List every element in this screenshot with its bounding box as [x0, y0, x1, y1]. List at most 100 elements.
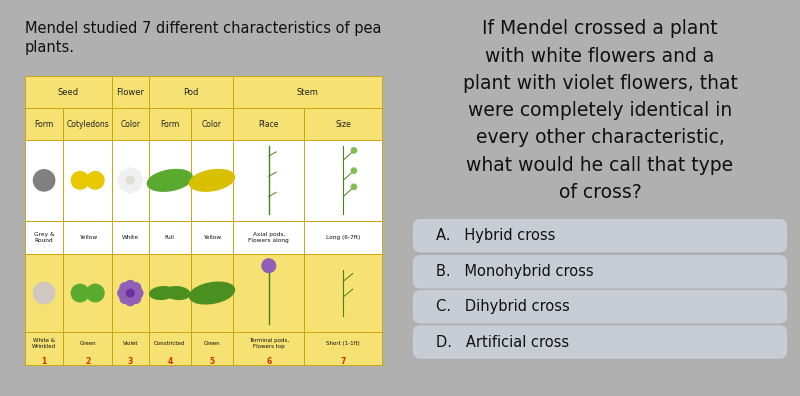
FancyBboxPatch shape: [149, 254, 191, 332]
Ellipse shape: [351, 168, 357, 173]
FancyBboxPatch shape: [233, 76, 382, 108]
Text: Green: Green: [79, 341, 96, 346]
Text: 2: 2: [85, 357, 90, 366]
FancyBboxPatch shape: [149, 108, 191, 140]
FancyBboxPatch shape: [191, 332, 233, 365]
Ellipse shape: [130, 283, 141, 293]
Ellipse shape: [150, 287, 174, 299]
FancyBboxPatch shape: [63, 140, 112, 221]
Text: Form: Form: [34, 120, 54, 129]
FancyBboxPatch shape: [305, 108, 382, 140]
Ellipse shape: [165, 287, 190, 299]
Text: Seed: Seed: [58, 88, 79, 97]
FancyBboxPatch shape: [149, 221, 191, 254]
FancyBboxPatch shape: [233, 108, 305, 140]
FancyBboxPatch shape: [112, 221, 149, 254]
FancyBboxPatch shape: [63, 108, 112, 140]
FancyBboxPatch shape: [305, 254, 382, 332]
FancyBboxPatch shape: [112, 332, 149, 365]
Ellipse shape: [126, 296, 135, 306]
Text: 5: 5: [210, 357, 214, 366]
Ellipse shape: [34, 282, 54, 304]
FancyBboxPatch shape: [305, 221, 382, 254]
Text: 3: 3: [128, 357, 133, 366]
Ellipse shape: [130, 170, 141, 180]
FancyBboxPatch shape: [25, 108, 63, 140]
Ellipse shape: [126, 289, 134, 297]
FancyBboxPatch shape: [63, 221, 112, 254]
Text: Color: Color: [120, 120, 140, 129]
FancyBboxPatch shape: [413, 326, 787, 359]
FancyBboxPatch shape: [305, 140, 382, 221]
Ellipse shape: [147, 169, 192, 191]
FancyBboxPatch shape: [25, 332, 63, 365]
Ellipse shape: [133, 175, 143, 185]
FancyBboxPatch shape: [112, 108, 149, 140]
Ellipse shape: [277, 166, 283, 173]
FancyBboxPatch shape: [25, 221, 63, 254]
Ellipse shape: [126, 280, 135, 290]
Text: Stem: Stem: [297, 88, 318, 97]
Ellipse shape: [351, 148, 357, 153]
Text: Yellow: Yellow: [78, 235, 97, 240]
Text: Pod: Pod: [183, 88, 198, 97]
FancyBboxPatch shape: [149, 140, 191, 221]
Text: C.   Dihybrid cross: C. Dihybrid cross: [436, 299, 570, 314]
Text: Grey &
Round: Grey & Round: [34, 232, 54, 243]
Text: Form: Form: [160, 120, 179, 129]
Text: B.   Monohybrid cross: B. Monohybrid cross: [436, 264, 594, 279]
Ellipse shape: [71, 171, 89, 189]
Text: Size: Size: [335, 120, 351, 129]
Ellipse shape: [277, 187, 283, 194]
Ellipse shape: [86, 171, 104, 189]
Ellipse shape: [126, 177, 134, 184]
FancyBboxPatch shape: [413, 219, 787, 252]
Text: White &
Wrinkled: White & Wrinkled: [32, 338, 56, 349]
FancyBboxPatch shape: [63, 332, 112, 365]
Ellipse shape: [71, 284, 89, 302]
FancyBboxPatch shape: [112, 254, 149, 332]
Ellipse shape: [126, 183, 135, 193]
Ellipse shape: [118, 288, 128, 298]
FancyBboxPatch shape: [233, 254, 305, 332]
FancyBboxPatch shape: [112, 76, 149, 108]
Text: Terminal pods,
Flowers top: Terminal pods, Flowers top: [249, 338, 289, 349]
FancyBboxPatch shape: [191, 108, 233, 140]
FancyBboxPatch shape: [413, 255, 787, 288]
Ellipse shape: [277, 146, 283, 153]
FancyBboxPatch shape: [413, 290, 787, 324]
Text: 6: 6: [266, 357, 271, 366]
FancyBboxPatch shape: [191, 254, 233, 332]
Ellipse shape: [190, 282, 234, 304]
Text: Mendel studied 7 different characteristics of pea: Mendel studied 7 different characteristi…: [25, 21, 382, 36]
Text: A.   Hybrid cross: A. Hybrid cross: [436, 228, 555, 243]
FancyBboxPatch shape: [305, 332, 382, 365]
Text: Green: Green: [204, 341, 220, 346]
Text: Place: Place: [258, 120, 279, 129]
FancyBboxPatch shape: [233, 221, 305, 254]
Ellipse shape: [120, 170, 130, 180]
Ellipse shape: [120, 283, 130, 293]
Ellipse shape: [120, 293, 130, 303]
Text: Constricted: Constricted: [154, 341, 186, 346]
Ellipse shape: [130, 293, 141, 303]
FancyBboxPatch shape: [233, 332, 305, 365]
FancyBboxPatch shape: [149, 332, 191, 365]
FancyBboxPatch shape: [112, 140, 149, 221]
Ellipse shape: [190, 169, 234, 191]
Text: 4: 4: [167, 357, 173, 366]
Text: Full: Full: [165, 235, 175, 240]
Text: Cotyledons: Cotyledons: [66, 120, 109, 129]
FancyBboxPatch shape: [191, 221, 233, 254]
Text: 7: 7: [341, 357, 346, 366]
Ellipse shape: [351, 184, 357, 190]
Ellipse shape: [86, 284, 104, 302]
FancyBboxPatch shape: [25, 254, 63, 332]
FancyBboxPatch shape: [233, 140, 305, 221]
FancyBboxPatch shape: [149, 76, 233, 108]
Ellipse shape: [130, 181, 141, 191]
Text: 1: 1: [42, 357, 46, 366]
Text: White: White: [122, 235, 139, 240]
FancyBboxPatch shape: [63, 254, 112, 332]
Ellipse shape: [262, 259, 276, 272]
